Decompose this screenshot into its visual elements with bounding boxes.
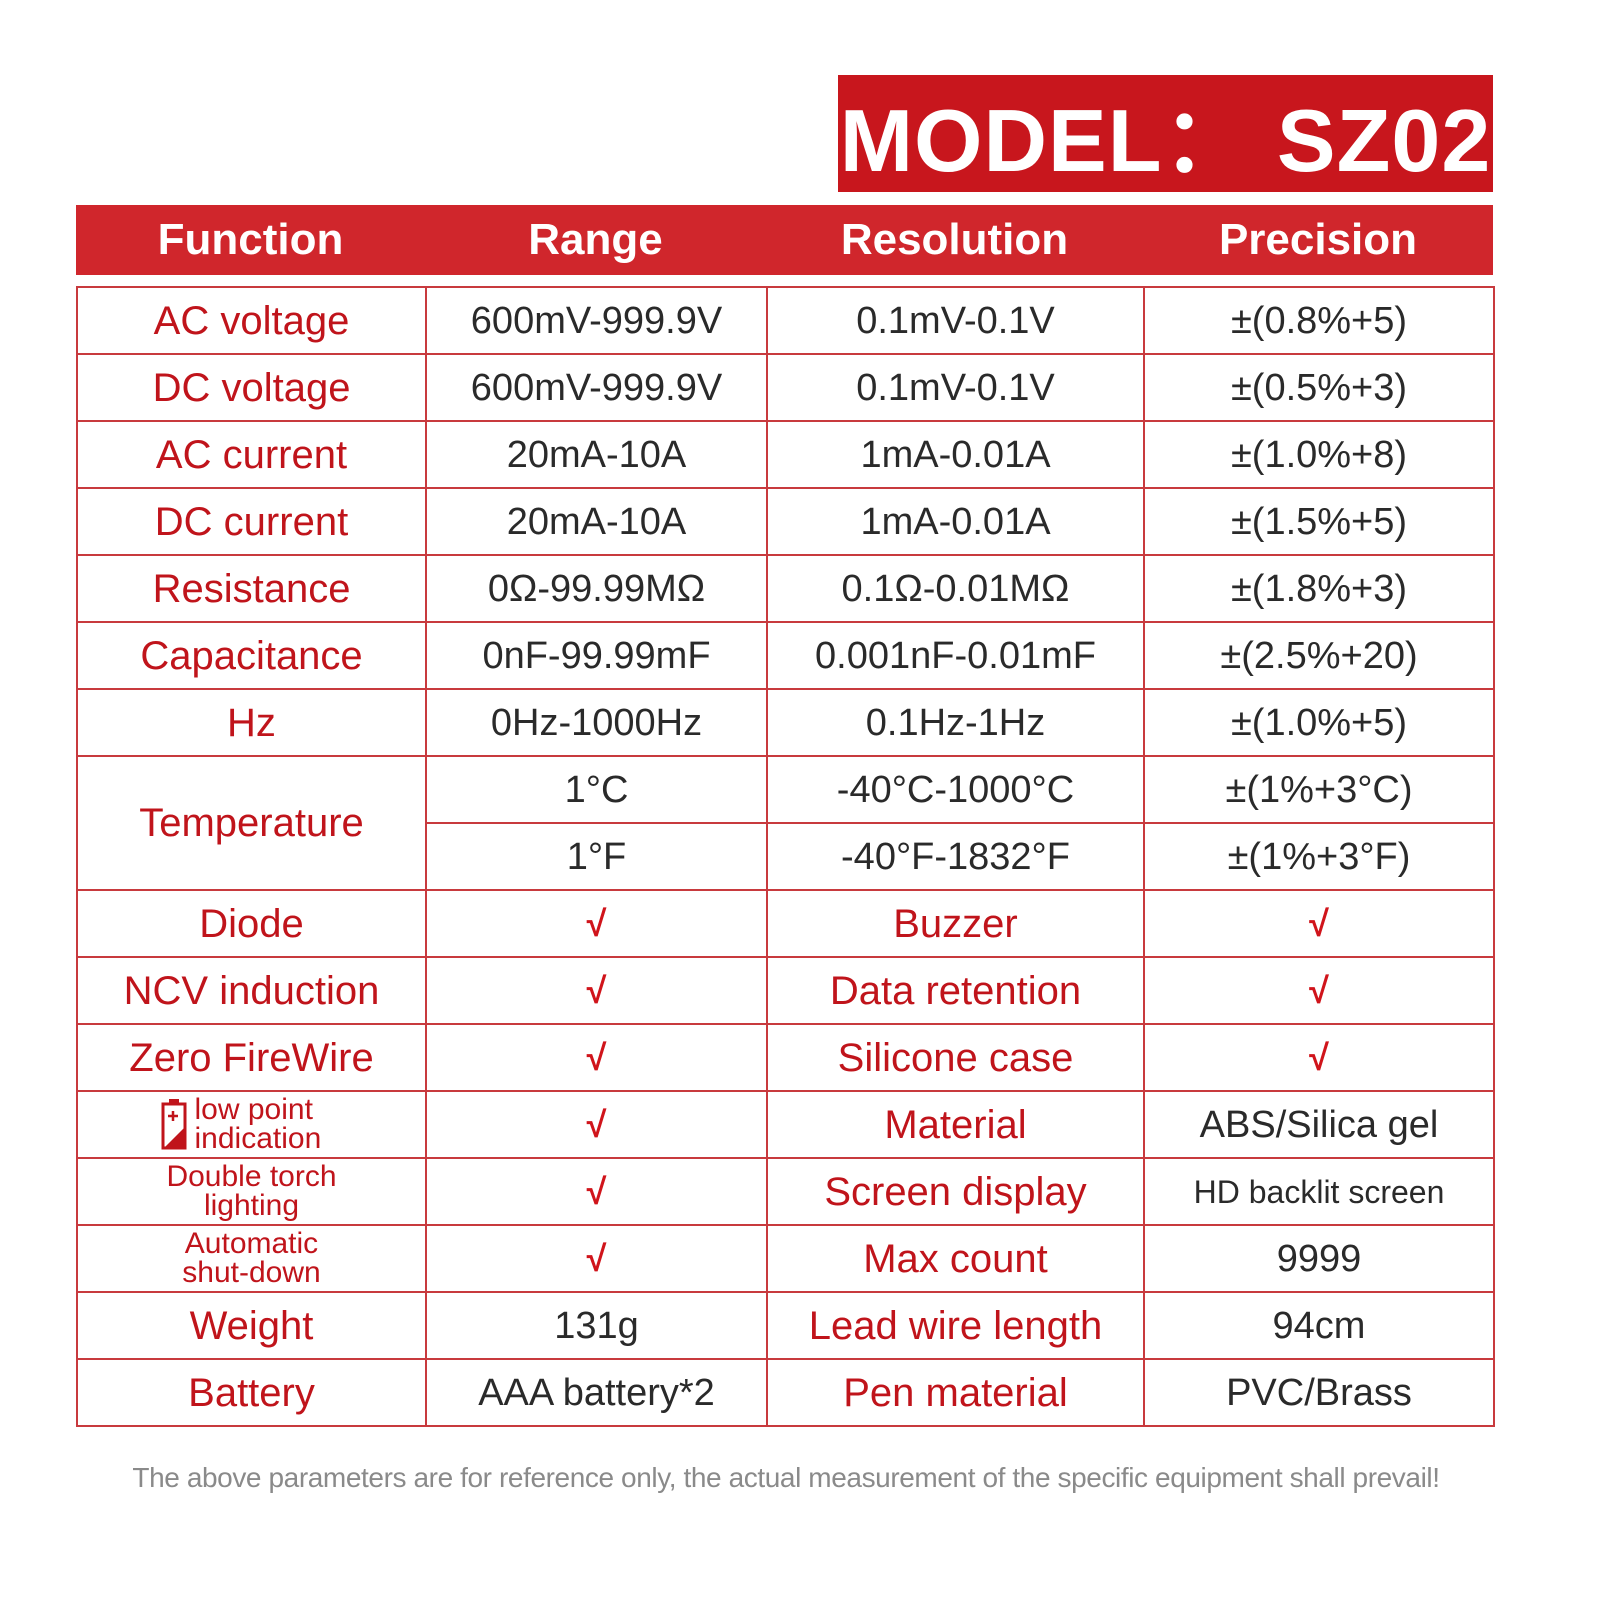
table-cell: -40°C-1000°C <box>766 755 1145 824</box>
table-cell: 0.1Hz-1Hz <box>766 688 1145 757</box>
table-cell: 1°C <box>425 755 768 824</box>
table-cell: ±(1.0%+8) <box>1143 420 1495 489</box>
table-cell: Weight <box>76 1291 427 1360</box>
table-cell: √ <box>425 956 768 1025</box>
footer-note: The above parameters are for reference o… <box>132 1462 1440 1493</box>
header-cell: Precision <box>1218 215 1418 264</box>
table-cell: Resistance <box>76 554 427 623</box>
table-row: Resistance 0Ω-99.99MΩ 0.1Ω-0.01MΩ ±(1.8%+3) <box>76 554 1495 623</box>
table-cell: 0Hz-1000Hz <box>425 688 768 757</box>
table-cell: PVC/Brass <box>1143 1358 1495 1427</box>
table-cell: Buzzer <box>766 889 1145 958</box>
table-row: Double torch lighting √ Screen display HD b… <box>76 1157 1495 1226</box>
table-cell: ±(0.5%+3) <box>1143 353 1495 422</box>
table-cell: √ <box>1143 956 1495 1025</box>
table-cell: Temperature <box>76 755 427 891</box>
table-cell: 0Ω-99.99MΩ <box>425 554 768 623</box>
header-cell: Resolution <box>840 215 1069 264</box>
table-cell: ABS/Silica gel <box>1143 1090 1495 1159</box>
table-cell: 94cm <box>1143 1291 1495 1360</box>
table-cell: 0.001nF-0.01mF <box>766 621 1145 690</box>
table-row: DC voltage 600mV-999.9V 0.1mV-0.1V ±(0.5%+3… <box>76 353 1495 422</box>
table-cell: AC voltage <box>76 286 427 355</box>
table-cell: ±(1.0%+5) <box>1143 688 1495 757</box>
table-row: Capacitance 0nF-99.99mF 0.001nF-0.01mF ±(2.… <box>76 621 1495 690</box>
table-row: Diode √ Buzzer √ <box>76 889 1495 958</box>
table-cell: Material <box>766 1090 1145 1159</box>
table-cell: AAA battery*2 <box>425 1358 768 1427</box>
table-cell: Screen display <box>766 1157 1145 1226</box>
battery-icon <box>161 1098 186 1149</box>
table-cell: Data retention <box>766 956 1145 1025</box>
table-cell: 1°F <box>425 822 768 891</box>
table-cell: ±(1.5%+5) <box>1143 487 1495 556</box>
battery-level <box>163 1127 184 1148</box>
model-title: MODEL： SZ02 <box>838 75 1493 192</box>
header-cell: Function <box>157 215 344 264</box>
table-cell: √ <box>425 1090 768 1159</box>
table-cell: Battery <box>76 1358 427 1427</box>
table-cell: NCV induction <box>76 956 427 1025</box>
table-cell: low point indication <box>76 1090 427 1159</box>
table-cell: √ <box>1143 889 1495 958</box>
table-row: low point indication √ Material ABS/Silica … <box>76 1090 1495 1159</box>
cell-content: low point indication <box>78 1093 425 1155</box>
table-cell: Automatic shut-down <box>76 1224 427 1293</box>
table-cell: 1mA-0.01A <box>766 487 1145 556</box>
table-cell: √ <box>425 1157 768 1226</box>
table-row: 1°F -40°F-1832°F ±(1%+3°F) <box>77 822 1495 891</box>
table-cell: ±(2.5%+20) <box>1143 621 1495 690</box>
table-cell: 0.1Ω-0.01MΩ <box>766 554 1145 623</box>
table-cell: Double torch lighting <box>76 1157 427 1226</box>
table-cell: 600mV-999.9V <box>425 353 768 422</box>
table-cell: DC current <box>76 487 427 556</box>
table-cell: 0.1mV-0.1V <box>766 353 1145 422</box>
table-header: Function Range Resolution Precision <box>76 205 1493 275</box>
table-cell: 600mV-999.9V <box>425 286 768 355</box>
cell-text: low point indication <box>194 1093 322 1155</box>
table-cell: Lead wire length <box>766 1291 1145 1360</box>
table-cell: Hz <box>76 688 427 757</box>
table-cell: Silicone case <box>766 1023 1145 1092</box>
table-cell: Max count <box>766 1224 1145 1293</box>
table-row: Zero FireWire √ Silicone case √ <box>76 1023 1495 1092</box>
table-cell: ±(1.8%+3) <box>1143 554 1495 623</box>
table-cell: √ <box>1143 1023 1495 1092</box>
table-cell: HD backlit screen <box>1143 1157 1495 1226</box>
table-row: Weight 131g Lead wire length 94cm <box>76 1291 1495 1360</box>
table-cell: AC current <box>76 420 427 489</box>
table-cell: 1mA-0.01A <box>766 420 1145 489</box>
table-row: Temperature 1°C -40°C-1000°C ±(1%+3°C) <box>76 755 1495 891</box>
battery-plus <box>167 1110 178 1121</box>
table-cell: √ <box>425 1224 768 1293</box>
table-cell: Pen material <box>766 1358 1145 1427</box>
table-cell: 20mA-10A <box>425 487 768 556</box>
table-cell: ±(1%+3°F) <box>1143 822 1495 891</box>
table-row: AC current 20mA-10A 1mA-0.01A ±(1.0%+8) <box>76 420 1495 489</box>
table-cell: -40°F-1832°F <box>766 822 1145 891</box>
table-cell: 9999 <box>1143 1224 1495 1293</box>
table-row: DC current 20mA-10A 1mA-0.01A ±(1.5%+5) <box>76 487 1495 556</box>
header-cell: Range <box>528 215 663 264</box>
table-row: NCV induction √ Data retention √ <box>76 956 1495 1025</box>
table-cell: 20mA-10A <box>425 420 768 489</box>
table-cell: DC voltage <box>76 353 427 422</box>
table-cell: √ <box>425 889 768 958</box>
table-row: AC voltage 600mV-999.9V 0.1mV-0.1V ±(0.8%+5… <box>76 286 1495 355</box>
battery-tip <box>168 1098 179 1104</box>
table-cell: 0.1mV-0.1V <box>766 286 1145 355</box>
table-row: Hz 0Hz-1000Hz 0.1Hz-1Hz ±(1.0%+5) <box>76 688 1495 757</box>
table-cell: √ <box>425 1023 768 1092</box>
table-cell: Diode <box>76 889 427 958</box>
table-row: Battery AAA battery*2 Pen material PVC/Bras… <box>76 1358 1495 1427</box>
table-cell: 0nF-99.99mF <box>425 621 768 690</box>
table-row: Automatic shut-down √ Max count 9999 <box>76 1224 1495 1293</box>
table-cell: Capacitance <box>76 621 427 690</box>
spec-table: AC voltage 600mV-999.9V 0.1mV-0.1V ±(0.8%+5… <box>76 286 1495 1427</box>
table-cell: 131g <box>425 1291 768 1360</box>
table-cell: ±(0.8%+5) <box>1143 286 1495 355</box>
table-cell: Zero FireWire <box>76 1023 427 1092</box>
table-cell: ±(1%+3°C) <box>1143 755 1495 824</box>
